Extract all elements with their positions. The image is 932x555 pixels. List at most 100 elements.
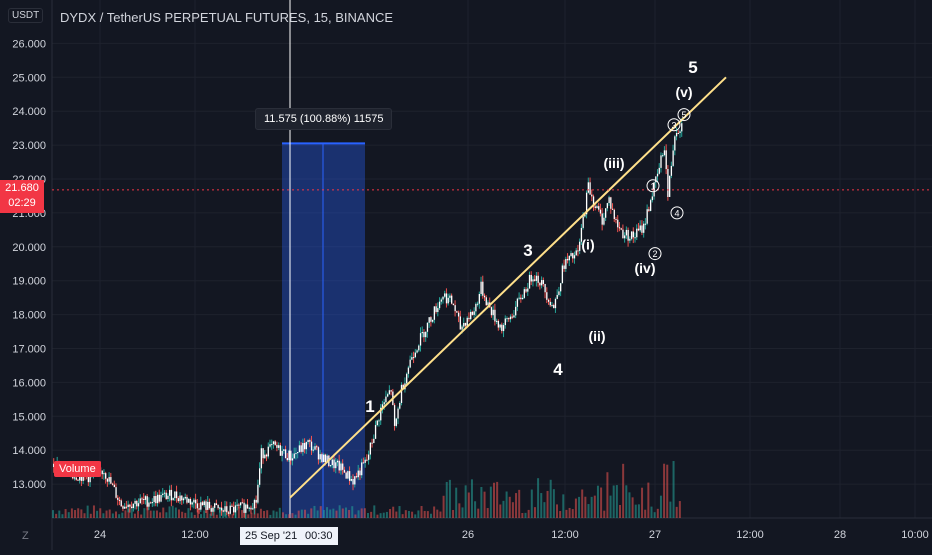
volume-bar: [178, 509, 180, 518]
candle-body: [170, 489, 173, 501]
candle-body: [639, 225, 641, 231]
volume-bar: [212, 506, 215, 518]
candle-body: [89, 475, 91, 483]
candle-body: [354, 476, 356, 485]
candle-body: [461, 326, 463, 330]
candle-body: [75, 477, 77, 480]
candle-body: [87, 476, 90, 483]
candle-body: [677, 133, 679, 135]
candle-body: [110, 477, 112, 484]
candle-body: [172, 498, 174, 501]
candle-body: [146, 496, 148, 507]
candle-body: [482, 281, 484, 296]
wave-label-circle: [648, 247, 662, 261]
volume-bar: [423, 510, 426, 518]
candle-body: [380, 407, 382, 421]
candle-body: [476, 303, 479, 305]
volume-bar: [133, 513, 136, 518]
candle-body: [667, 169, 669, 197]
y-tick-label: 13.000: [12, 479, 46, 491]
volume-bar: [382, 512, 385, 518]
candle-body: [646, 209, 648, 224]
candle-body: [648, 209, 650, 211]
volume-bar: [455, 487, 458, 518]
zoom-button[interactable]: Z: [22, 530, 29, 542]
wave-label-intermediate: (ii): [588, 328, 605, 344]
volume-bar: [168, 506, 171, 518]
y-tick-label: 24.000: [12, 106, 46, 118]
volume-bar: [593, 495, 596, 518]
candle-body: [409, 359, 411, 368]
y-tick-label: 17.000: [12, 344, 46, 356]
candle-body: [473, 311, 475, 315]
candle-body: [248, 507, 250, 509]
candle-body: [77, 479, 79, 481]
volume-bar: [600, 487, 603, 518]
candle-body: [636, 228, 638, 238]
candle-body: [575, 250, 577, 256]
volume-bar: [228, 513, 231, 518]
candle-body: [302, 442, 304, 452]
candle-body: [520, 297, 522, 300]
volume-bar: [521, 512, 524, 518]
volume-bar: [83, 513, 86, 518]
volume-bar: [395, 511, 398, 518]
volume-bar: [329, 509, 332, 518]
candle-body: [115, 487, 117, 498]
candle-body: [649, 200, 652, 211]
candle-body: [383, 402, 385, 405]
candle-body: [502, 325, 505, 332]
candle-body: [348, 471, 351, 481]
candle-body: [681, 123, 683, 132]
volume-bar: [552, 489, 555, 518]
candle-body: [310, 441, 313, 451]
volume-bar: [89, 513, 92, 518]
candle-body: [188, 498, 190, 503]
volume-bar: [540, 493, 543, 518]
volume-bar: [420, 505, 423, 518]
wave-label-minor: 1: [650, 181, 655, 191]
candle-body: [523, 289, 525, 298]
volume-bar: [171, 505, 174, 518]
x-tick-label: 12:00: [551, 529, 579, 541]
wave-label-intermediate: (i): [581, 236, 594, 252]
volume-bar: [524, 512, 527, 518]
candle-body: [501, 324, 503, 332]
candle-body: [79, 474, 81, 481]
candle-body: [525, 289, 527, 292]
volume-bar: [80, 509, 83, 518]
candle-body: [321, 454, 323, 463]
volume-bar: [474, 501, 477, 518]
volume-bar: [196, 509, 199, 518]
volume-bar: [209, 513, 212, 518]
candle-body: [283, 449, 285, 451]
candle-body: [599, 209, 602, 214]
volume-bar: [584, 496, 587, 518]
candle-body: [338, 460, 340, 471]
candle-body: [608, 197, 610, 204]
candle-body: [200, 502, 202, 510]
candle-body: [515, 306, 517, 316]
candle-body: [585, 192, 588, 215]
candle-body: [369, 442, 372, 455]
currency-label[interactable]: USDT: [8, 8, 44, 23]
volume-bar: [401, 514, 404, 518]
candle-body: [208, 501, 211, 509]
candle-body: [504, 318, 506, 326]
volume-bar: [344, 507, 347, 518]
candle-body: [113, 484, 115, 488]
volume-bar: [215, 514, 218, 518]
candle-body: [111, 483, 114, 485]
candle-body: [551, 305, 553, 307]
candle-body: [535, 275, 538, 281]
volume-bar: [675, 506, 678, 518]
candle-body: [137, 503, 140, 507]
candle-body: [421, 332, 423, 334]
candle-body: [556, 294, 558, 299]
candle-body: [139, 498, 141, 504]
volume-bar: [565, 509, 568, 518]
y-tick-label: 26.000: [12, 38, 46, 50]
candle-body: [300, 445, 302, 452]
